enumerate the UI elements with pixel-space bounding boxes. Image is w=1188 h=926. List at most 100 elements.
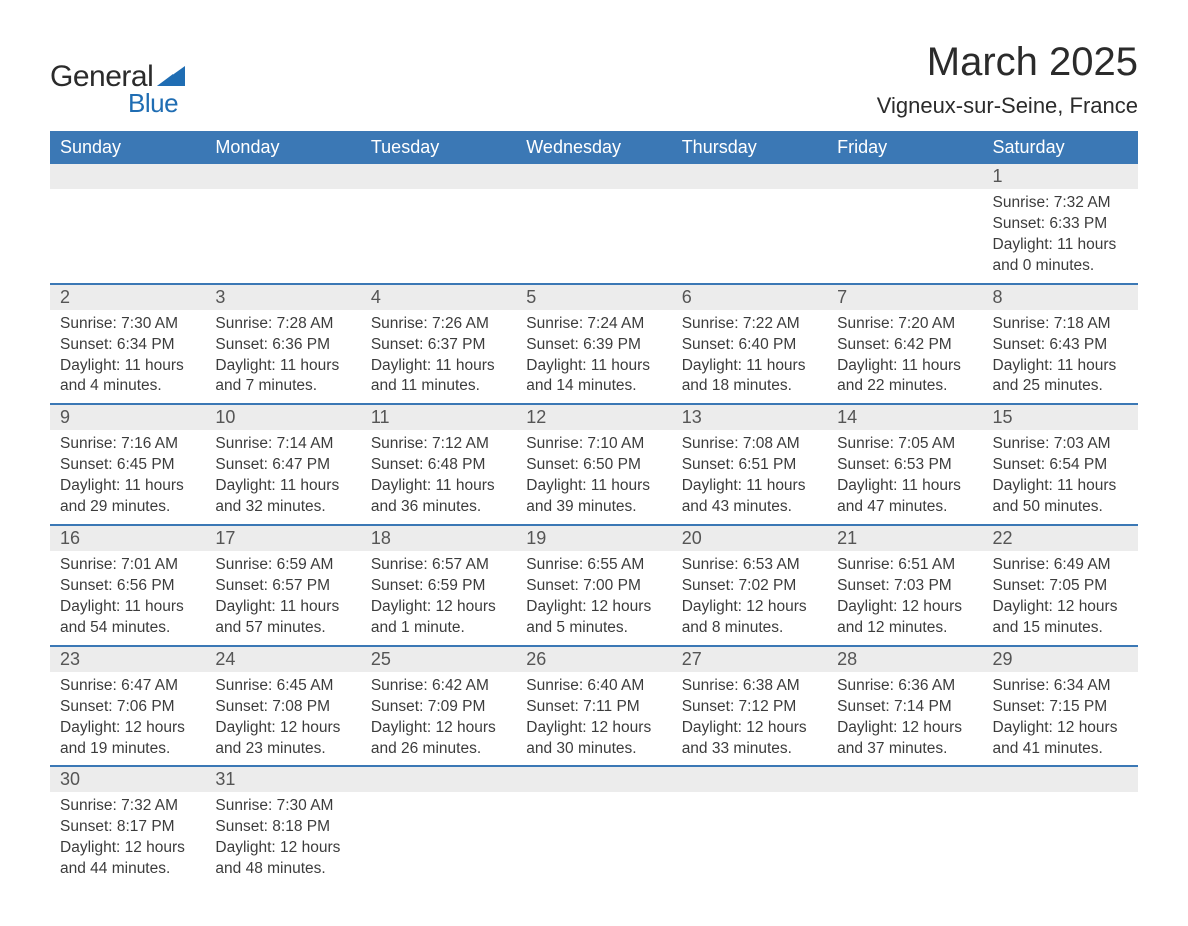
- sunrise-text: Sunrise: 6:45 AM: [215, 676, 350, 697]
- sunrise-text: Sunrise: 7:20 AM: [837, 314, 972, 335]
- day-content-cell: [516, 189, 671, 284]
- day-content-cell: Sunrise: 7:12 AMSunset: 6:48 PMDaylight:…: [361, 430, 516, 525]
- day-number-cell: 19: [516, 525, 671, 551]
- day-content: [672, 189, 827, 209]
- daylight-text: Daylight: 12 hours and 48 minutes.: [215, 838, 350, 880]
- day-number-cell: 9: [50, 404, 205, 430]
- location-subtitle: Vigneux-sur-Seine, France: [877, 93, 1138, 119]
- sunrise-text: Sunrise: 7:10 AM: [526, 434, 661, 455]
- day-content-cell: Sunrise: 7:30 AMSunset: 8:18 PMDaylight:…: [205, 792, 360, 886]
- day-content-cell: Sunrise: 6:47 AMSunset: 7:06 PMDaylight:…: [50, 672, 205, 767]
- daylight-text: Daylight: 11 hours and 18 minutes.: [682, 356, 817, 398]
- sunrise-text: Sunrise: 6:51 AM: [837, 555, 972, 576]
- daylight-text: Daylight: 11 hours and 39 minutes.: [526, 476, 661, 518]
- day-content-cell: Sunrise: 7:18 AMSunset: 6:43 PMDaylight:…: [983, 310, 1138, 405]
- sunset-text: Sunset: 7:15 PM: [993, 697, 1128, 718]
- day-content: Sunrise: 7:30 AMSunset: 6:34 PMDaylight:…: [50, 310, 205, 404]
- day-number-cell: 7: [827, 284, 982, 310]
- day-number-cell: [983, 766, 1138, 792]
- week-daynum-row: 2345678: [50, 284, 1138, 310]
- week-content-row: Sunrise: 7:32 AMSunset: 8:17 PMDaylight:…: [50, 792, 1138, 886]
- day-number-cell: [361, 766, 516, 792]
- sunset-text: Sunset: 7:11 PM: [526, 697, 661, 718]
- daylight-text: Daylight: 11 hours and 54 minutes.: [60, 597, 195, 639]
- sunrise-text: Sunrise: 6:53 AM: [682, 555, 817, 576]
- day-content-cell: Sunrise: 7:14 AMSunset: 6:47 PMDaylight:…: [205, 430, 360, 525]
- day-number: 22: [983, 526, 1138, 551]
- day-content-cell: Sunrise: 7:22 AMSunset: 6:40 PMDaylight:…: [672, 310, 827, 405]
- day-number-cell: 14: [827, 404, 982, 430]
- daylight-text: Daylight: 12 hours and 26 minutes.: [371, 718, 506, 760]
- day-number: [672, 767, 827, 771]
- daylight-text: Daylight: 12 hours and 8 minutes.: [682, 597, 817, 639]
- sunrise-text: Sunrise: 6:38 AM: [682, 676, 817, 697]
- sunrise-text: Sunrise: 6:36 AM: [837, 676, 972, 697]
- daylight-text: Daylight: 11 hours and 29 minutes.: [60, 476, 195, 518]
- day-number: 4: [361, 285, 516, 310]
- sunset-text: Sunset: 8:17 PM: [60, 817, 195, 838]
- day-number: 2: [50, 285, 205, 310]
- daylight-text: Daylight: 11 hours and 0 minutes.: [993, 235, 1128, 277]
- day-number-cell: 1: [983, 164, 1138, 189]
- day-content: Sunrise: 6:42 AMSunset: 7:09 PMDaylight:…: [361, 672, 516, 766]
- daylight-text: Daylight: 12 hours and 30 minutes.: [526, 718, 661, 760]
- sunrise-text: Sunrise: 6:55 AM: [526, 555, 661, 576]
- daylight-text: Daylight: 12 hours and 15 minutes.: [993, 597, 1128, 639]
- daylight-text: Daylight: 12 hours and 5 minutes.: [526, 597, 661, 639]
- day-content-cell: Sunrise: 6:53 AMSunset: 7:02 PMDaylight:…: [672, 551, 827, 646]
- sunrise-text: Sunrise: 7:16 AM: [60, 434, 195, 455]
- day-content-cell: Sunrise: 6:40 AMSunset: 7:11 PMDaylight:…: [516, 672, 671, 767]
- day-content: Sunrise: 6:51 AMSunset: 7:03 PMDaylight:…: [827, 551, 982, 645]
- day-number-cell: 18: [361, 525, 516, 551]
- day-content-cell: Sunrise: 7:05 AMSunset: 6:53 PMDaylight:…: [827, 430, 982, 525]
- sunset-text: Sunset: 7:06 PM: [60, 697, 195, 718]
- day-number-cell: 4: [361, 284, 516, 310]
- sunrise-text: Sunrise: 7:01 AM: [60, 555, 195, 576]
- day-content-cell: [672, 189, 827, 284]
- day-content-cell: Sunrise: 7:03 AMSunset: 6:54 PMDaylight:…: [983, 430, 1138, 525]
- sunset-text: Sunset: 6:33 PM: [993, 214, 1128, 235]
- day-content: Sunrise: 7:32 AMSunset: 8:17 PMDaylight:…: [50, 792, 205, 886]
- day-number: 30: [50, 767, 205, 792]
- day-content-cell: Sunrise: 6:42 AMSunset: 7:09 PMDaylight:…: [361, 672, 516, 767]
- day-content: Sunrise: 7:05 AMSunset: 6:53 PMDaylight:…: [827, 430, 982, 524]
- daylight-text: Daylight: 12 hours and 1 minute.: [371, 597, 506, 639]
- weekday-header-row: Sunday Monday Tuesday Wednesday Thursday…: [50, 131, 1138, 164]
- day-content-cell: Sunrise: 6:38 AMSunset: 7:12 PMDaylight:…: [672, 672, 827, 767]
- daylight-text: Daylight: 11 hours and 14 minutes.: [526, 356, 661, 398]
- day-number: 12: [516, 405, 671, 430]
- sunset-text: Sunset: 6:50 PM: [526, 455, 661, 476]
- daylight-text: Daylight: 11 hours and 4 minutes.: [60, 356, 195, 398]
- day-content: Sunrise: 6:47 AMSunset: 7:06 PMDaylight:…: [50, 672, 205, 766]
- day-content-cell: Sunrise: 6:34 AMSunset: 7:15 PMDaylight:…: [983, 672, 1138, 767]
- sunset-text: Sunset: 6:48 PM: [371, 455, 506, 476]
- day-content: [516, 189, 671, 209]
- day-content-cell: [516, 792, 671, 886]
- sunrise-text: Sunrise: 7:08 AM: [682, 434, 817, 455]
- day-content: Sunrise: 6:57 AMSunset: 6:59 PMDaylight:…: [361, 551, 516, 645]
- day-number: 28: [827, 647, 982, 672]
- day-number: 6: [672, 285, 827, 310]
- day-number-cell: 15: [983, 404, 1138, 430]
- day-number-cell: 11: [361, 404, 516, 430]
- day-number: 21: [827, 526, 982, 551]
- day-number-cell: 27: [672, 646, 827, 672]
- weekday-header: Friday: [827, 131, 982, 164]
- sunset-text: Sunset: 7:00 PM: [526, 576, 661, 597]
- day-number-cell: [516, 164, 671, 189]
- sunrise-text: Sunrise: 6:57 AM: [371, 555, 506, 576]
- sunset-text: Sunset: 7:14 PM: [837, 697, 972, 718]
- sunset-text: Sunset: 7:12 PM: [682, 697, 817, 718]
- day-number: 11: [361, 405, 516, 430]
- sunset-text: Sunset: 7:03 PM: [837, 576, 972, 597]
- day-number: [361, 164, 516, 168]
- day-number-cell: [50, 164, 205, 189]
- week-content-row: Sunrise: 7:32 AMSunset: 6:33 PMDaylight:…: [50, 189, 1138, 284]
- day-number: 20: [672, 526, 827, 551]
- day-content: Sunrise: 6:59 AMSunset: 6:57 PMDaylight:…: [205, 551, 360, 645]
- weekday-header: Wednesday: [516, 131, 671, 164]
- sunrise-text: Sunrise: 6:47 AM: [60, 676, 195, 697]
- sunset-text: Sunset: 7:02 PM: [682, 576, 817, 597]
- sunset-text: Sunset: 7:09 PM: [371, 697, 506, 718]
- weekday-header: Sunday: [50, 131, 205, 164]
